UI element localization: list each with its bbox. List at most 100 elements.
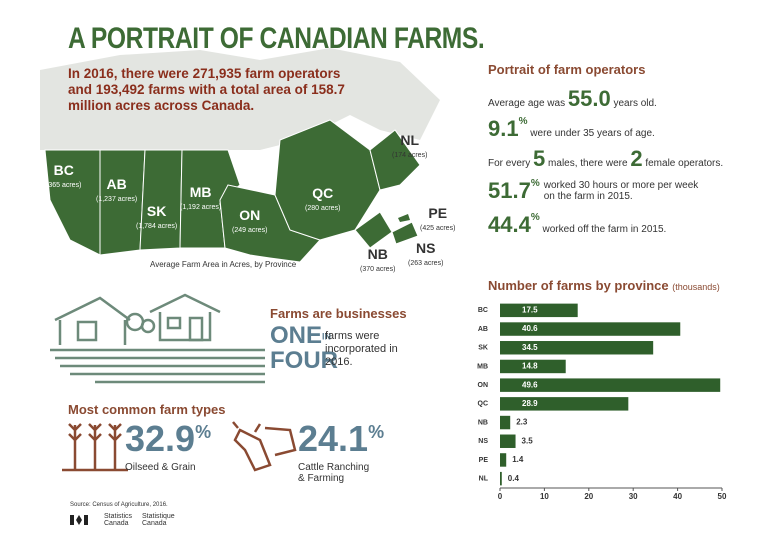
province-area: (425 acres) — [420, 225, 456, 232]
province-code: MB — [189, 184, 212, 200]
y-tick-label: NS — [478, 438, 488, 445]
value-label: 1.4 — [512, 455, 524, 464]
value-label: 17.5 — [522, 305, 538, 314]
bar — [500, 434, 516, 448]
y-tick-label: MB — [477, 363, 488, 370]
province-area: (249 acres) — [232, 227, 268, 234]
age-fact: Average age was 55.0 years old. — [488, 86, 657, 112]
province: NB (370 acres) — [360, 246, 395, 275]
bar — [500, 303, 578, 318]
text: years old. — [613, 98, 657, 109]
intro: In 2016, there were 271,935 farm operato… — [68, 66, 345, 113]
four: FOUR — [270, 346, 338, 374]
chart-subtitle: (thousands) — [672, 282, 720, 292]
province-code: BC — [53, 162, 74, 178]
bar — [500, 397, 629, 411]
province-area: (1,237 acres) — [96, 196, 138, 203]
text: For every — [488, 158, 531, 169]
one-in-four: ONEIN FOUR — [270, 324, 338, 373]
value-label: 3.5 — [522, 436, 534, 445]
bc-shape — [44, 149, 101, 256]
province: QC (280 acres) — [305, 185, 340, 214]
bar — [500, 359, 566, 374]
province: BC (365 acres) — [46, 162, 81, 191]
unit: % — [530, 178, 540, 189]
y-tick-label: NB — [478, 419, 488, 426]
off-fact: 44.4% worked off the farm in 2015. — [488, 212, 666, 238]
province: ON (249 acres) — [232, 207, 267, 236]
stat: 44.4 — [488, 212, 531, 237]
province-area: (1,784 acres) — [136, 223, 178, 230]
business-text: farms were incorporated in 2016. — [325, 330, 398, 368]
province: AB (1,237 acres) — [96, 176, 137, 205]
nl-shape — [369, 129, 421, 191]
y-tick-label: BC — [478, 307, 488, 314]
agency-fr: Statistique Canada — [142, 513, 175, 527]
province-code: QC — [312, 185, 334, 201]
y-tick-label: AB — [478, 326, 488, 333]
operators-heading: Portrait of farm operators — [488, 62, 646, 77]
value-label: 28.9 — [522, 399, 538, 408]
province-code: PE — [428, 205, 448, 221]
title: A PORTRAIT OF CANADIAN FARMS. — [68, 22, 485, 55]
text: worked 30 hours or more per week on the … — [543, 180, 699, 202]
y-tick-label: PE — [479, 457, 489, 464]
value-label: 2.3 — [516, 418, 528, 427]
bar — [500, 415, 511, 430]
province-area: (263 acres) — [408, 260, 444, 267]
x-tick-label: 0 — [498, 492, 503, 501]
bar — [500, 341, 654, 355]
hours-fact: 51.7% worked 30 hours or more per week o… — [488, 178, 704, 204]
qc-shape — [274, 119, 381, 241]
province-code: NB — [367, 246, 388, 262]
stat: 2 — [630, 146, 643, 171]
stat: 5 — [533, 146, 546, 171]
grain-icon — [62, 423, 128, 472]
value-label: 0.4 — [508, 474, 520, 483]
farm-icon — [50, 293, 265, 384]
province-code: SK — [146, 203, 167, 219]
bar — [500, 471, 502, 486]
sk-shape — [139, 149, 183, 251]
type-stat: 24.1% — [298, 418, 384, 460]
province-area: (1,192 acres) — [180, 204, 222, 211]
chart-heading: Number of farms by province (thousands) — [488, 278, 720, 293]
agency-en: Statistics Canada — [104, 513, 133, 527]
x-tick-label: 10 — [540, 492, 549, 501]
province-area: (174 acres) — [392, 152, 428, 159]
x-tick-label: 40 — [673, 492, 682, 501]
province-area: (365 acres) — [46, 182, 82, 189]
province: PE (425 acres) — [420, 205, 455, 234]
chart-title: Number of farms by province — [488, 278, 669, 293]
value-label: 34.5 — [522, 343, 538, 352]
province: NS (263 acres) — [408, 240, 443, 269]
young-fact: 9.1% were under 35 years of age. — [488, 116, 655, 142]
value-label: 49.6 — [522, 380, 538, 389]
x-tick-label: 30 — [629, 492, 638, 501]
flag-icon — [70, 515, 88, 525]
northern-canada — [40, 48, 440, 150]
province-code: AB — [106, 176, 127, 192]
province-area: (280 acres) — [305, 205, 341, 212]
bar — [500, 453, 507, 467]
text: worked off the farm in 2015. — [542, 224, 667, 235]
province-code: NL — [400, 132, 420, 148]
province: NL (174 acres) — [392, 132, 427, 161]
bar — [500, 378, 721, 392]
value-label: 14.8 — [522, 362, 538, 371]
province-code: ON — [239, 207, 261, 223]
stat: 9.1 — [488, 116, 519, 141]
y-tick-label: QC — [478, 401, 489, 408]
type-stat: 32.9% — [125, 418, 211, 460]
pe-shape — [398, 214, 410, 222]
types-heading: Most common farm types — [68, 402, 226, 417]
stat: 51.7 — [488, 178, 531, 203]
bar — [500, 322, 681, 336]
ratio-fact: For every 5 males, there were 2 female o… — [488, 146, 723, 172]
text: female operators. — [645, 158, 724, 169]
stat: 55.0 — [567, 86, 611, 111]
source: Source: Census of Agriculture, 2016. — [70, 502, 168, 508]
unit: % — [530, 212, 540, 223]
